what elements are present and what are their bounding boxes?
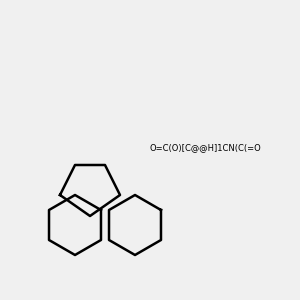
- Text: O=C(O)[C@@H]1CN(C(=O: O=C(O)[C@@H]1CN(C(=O: [150, 143, 262, 152]
